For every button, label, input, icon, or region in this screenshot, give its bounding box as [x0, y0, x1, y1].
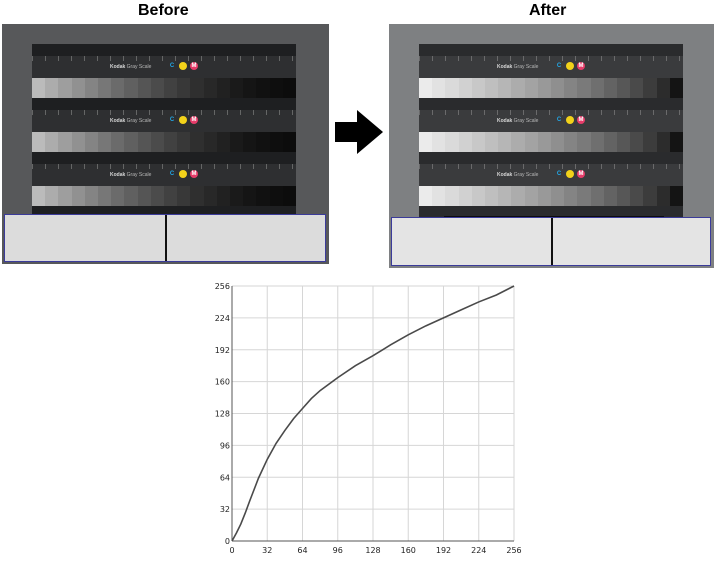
gray-scale-strip: Kodak Gray Scale C M [32, 56, 297, 114]
gray-scale-board: Kodak Gray Scale C M Kodak Gray Scale C … [419, 44, 684, 222]
x-tick-label: 192 [436, 546, 451, 555]
gray-scale-strip: Kodak Gray Scale C M [419, 56, 684, 114]
m-dot-icon: M [190, 170, 198, 178]
y-tick-label: 128 [215, 410, 230, 419]
white-card [4, 214, 326, 262]
tone-curve-line [231, 285, 515, 542]
c-dot-icon: C [556, 171, 562, 177]
x-tick-label: 128 [365, 546, 380, 555]
y-tick-label: 192 [215, 346, 230, 355]
x-tick-label: 256 [506, 546, 521, 555]
y-tick-label: 256 [215, 282, 230, 291]
white-card [391, 217, 711, 266]
x-tick-label: 96 [333, 546, 343, 555]
x-tick-label: 160 [401, 546, 416, 555]
before-caption: Before [138, 2, 189, 19]
yellow-dot-icon [179, 62, 187, 70]
c-dot-icon: C [556, 117, 562, 123]
c-dot-icon: C [169, 117, 175, 123]
before-photo: Kodak Gray Scale C M Kodak Gray Scale C … [2, 24, 329, 264]
y-tick-label: 224 [215, 314, 230, 323]
gray-scale-strip: Kodak Gray Scale C M [419, 110, 684, 168]
gray-scale-board: Kodak Gray Scale C M Kodak Gray Scale C … [32, 44, 297, 222]
c-dot-icon: C [169, 63, 175, 69]
after-caption: After [529, 2, 567, 19]
y-tick-label: 160 [215, 378, 230, 387]
gray-scale-strip: Kodak Gray Scale C M [419, 164, 684, 222]
y-tick-label: 0 [225, 537, 230, 546]
m-dot-icon: M [190, 116, 198, 124]
m-dot-icon: M [577, 116, 585, 124]
y-tick-label: 64 [220, 473, 230, 482]
yellow-dot-icon [179, 116, 187, 124]
after-photo: Kodak Gray Scale C M Kodak Gray Scale C … [389, 24, 714, 268]
gray-scale-strip: Kodak Gray Scale C M [32, 164, 297, 222]
m-dot-icon: M [577, 170, 585, 178]
y-tick-label: 32 [220, 505, 230, 514]
m-dot-icon: M [190, 62, 198, 70]
yellow-dot-icon [179, 170, 187, 178]
x-tick-label: 0 [229, 546, 234, 555]
c-dot-icon: C [169, 171, 175, 177]
yellow-dot-icon [566, 116, 574, 124]
x-tick-label: 32 [262, 546, 272, 555]
m-dot-icon: M [577, 62, 585, 70]
yellow-dot-icon [566, 62, 574, 70]
x-tick-label: 64 [297, 546, 307, 555]
y-tick-label: 96 [220, 441, 230, 450]
c-dot-icon: C [556, 63, 562, 69]
tone-curve-chart: 0 32 64 96 128 160 192 224 256 0 32 64 96 128 160 192 22… [215, 282, 522, 555]
x-tick-label: 224 [471, 546, 486, 555]
gray-scale-strip: Kodak Gray Scale C M [32, 110, 297, 168]
yellow-dot-icon [566, 170, 574, 178]
right-arrow-icon [335, 110, 383, 154]
